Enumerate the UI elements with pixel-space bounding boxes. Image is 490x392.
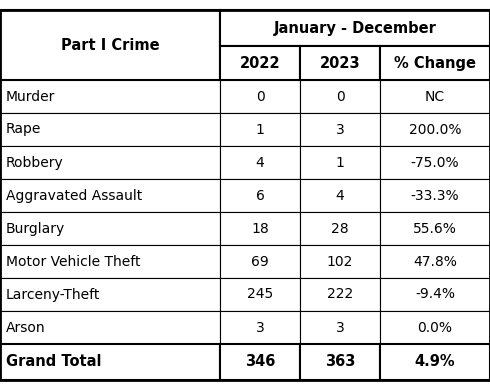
Text: % Change: % Change bbox=[394, 56, 476, 71]
Bar bbox=[300, 245, 380, 278]
Text: 2023: 2023 bbox=[319, 56, 360, 71]
Bar bbox=[380, 344, 490, 380]
Bar bbox=[220, 311, 300, 344]
Text: 3: 3 bbox=[336, 321, 344, 334]
Bar bbox=[220, 113, 300, 146]
Text: 4: 4 bbox=[336, 189, 344, 203]
Text: January - December: January - December bbox=[273, 20, 437, 36]
Text: Larceny-Theft: Larceny-Theft bbox=[6, 287, 100, 301]
Text: -75.0%: -75.0% bbox=[411, 156, 459, 169]
Text: 18: 18 bbox=[251, 221, 269, 236]
Bar bbox=[220, 278, 300, 311]
Bar bbox=[300, 80, 380, 113]
Bar bbox=[300, 278, 380, 311]
Bar bbox=[0, 278, 220, 311]
Bar bbox=[300, 179, 380, 212]
Bar bbox=[300, 344, 380, 380]
Text: Murder: Murder bbox=[6, 89, 55, 103]
Bar bbox=[0, 311, 220, 344]
Text: Rape: Rape bbox=[6, 122, 41, 136]
Text: 0: 0 bbox=[256, 89, 265, 103]
Bar bbox=[0, 80, 220, 113]
Bar bbox=[220, 344, 300, 380]
Bar bbox=[380, 311, 490, 344]
Bar bbox=[380, 245, 490, 278]
Text: 200.0%: 200.0% bbox=[409, 122, 461, 136]
Text: Grand Total: Grand Total bbox=[6, 354, 101, 370]
Bar bbox=[380, 80, 490, 113]
Bar bbox=[220, 46, 300, 80]
Text: 3: 3 bbox=[256, 321, 265, 334]
Bar bbox=[380, 146, 490, 179]
Text: 69: 69 bbox=[251, 254, 269, 269]
Bar bbox=[0, 212, 220, 245]
Bar bbox=[380, 212, 490, 245]
Bar bbox=[220, 10, 490, 46]
Bar bbox=[380, 179, 490, 212]
Text: 0: 0 bbox=[336, 89, 344, 103]
Bar bbox=[300, 46, 380, 80]
Bar bbox=[0, 146, 220, 179]
Text: Aggravated Assault: Aggravated Assault bbox=[6, 189, 142, 203]
Text: Arson: Arson bbox=[6, 321, 46, 334]
Text: 346: 346 bbox=[245, 354, 275, 370]
Text: 28: 28 bbox=[331, 221, 349, 236]
Bar bbox=[380, 46, 490, 80]
Text: -9.4%: -9.4% bbox=[415, 287, 455, 301]
Bar bbox=[0, 10, 220, 80]
Text: Burglary: Burglary bbox=[6, 221, 65, 236]
Bar bbox=[300, 212, 380, 245]
Text: 55.6%: 55.6% bbox=[413, 221, 457, 236]
Bar bbox=[300, 311, 380, 344]
Text: NC: NC bbox=[425, 89, 445, 103]
Text: 102: 102 bbox=[327, 254, 353, 269]
Bar bbox=[0, 179, 220, 212]
Text: 363: 363 bbox=[325, 354, 355, 370]
Text: -33.3%: -33.3% bbox=[411, 189, 459, 203]
Bar bbox=[0, 113, 220, 146]
Bar bbox=[220, 212, 300, 245]
Bar bbox=[300, 113, 380, 146]
Text: 4.9%: 4.9% bbox=[415, 354, 455, 370]
Text: 4: 4 bbox=[256, 156, 265, 169]
Bar bbox=[220, 146, 300, 179]
Text: Motor Vehicle Theft: Motor Vehicle Theft bbox=[6, 254, 141, 269]
Bar bbox=[0, 344, 220, 380]
Text: 1: 1 bbox=[336, 156, 344, 169]
Text: 222: 222 bbox=[327, 287, 353, 301]
Bar bbox=[220, 179, 300, 212]
Bar bbox=[380, 278, 490, 311]
Text: 3: 3 bbox=[336, 122, 344, 136]
Text: 0.0%: 0.0% bbox=[417, 321, 452, 334]
Text: 2022: 2022 bbox=[240, 56, 280, 71]
Bar bbox=[380, 113, 490, 146]
Text: 47.8%: 47.8% bbox=[413, 254, 457, 269]
Text: 245: 245 bbox=[247, 287, 273, 301]
Text: Part I Crime: Part I Crime bbox=[61, 38, 159, 53]
Bar bbox=[220, 245, 300, 278]
Bar bbox=[300, 146, 380, 179]
Bar bbox=[0, 245, 220, 278]
Text: 1: 1 bbox=[256, 122, 265, 136]
Bar bbox=[220, 80, 300, 113]
Text: 6: 6 bbox=[256, 189, 265, 203]
Text: Robbery: Robbery bbox=[6, 156, 64, 169]
